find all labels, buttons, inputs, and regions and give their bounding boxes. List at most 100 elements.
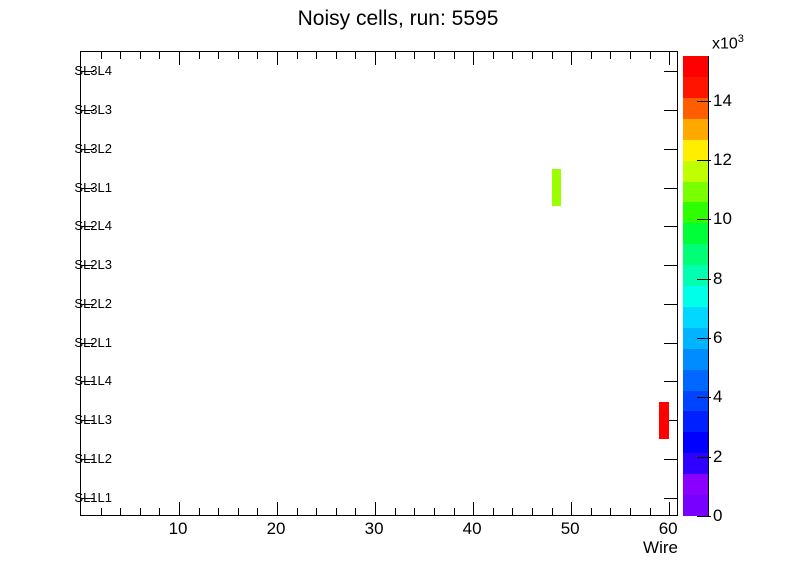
colorbar-exponent-base: x10 [712, 35, 738, 53]
y-axis-tick [81, 381, 94, 383]
y-axis-label-sl2l2: SL2L2 [74, 295, 112, 311]
colorbar-band [683, 390, 709, 412]
x-axis-tick-top [296, 52, 298, 59]
y-axis-tick [81, 71, 94, 73]
x-axis-tick-minor [394, 508, 396, 515]
x-axis-tick-minor [218, 508, 220, 515]
colorbar-band [683, 411, 709, 433]
y-axis-tick [81, 265, 94, 267]
x-axis-tick-top [492, 52, 494, 59]
plot-frame [80, 51, 678, 516]
y-axis-tick [81, 342, 94, 344]
y-axis-label-sl1l2: SL1L2 [74, 450, 112, 466]
y-axis-tick [81, 110, 94, 112]
x-axis-tick-major [277, 502, 279, 515]
colorbar-band [683, 160, 709, 182]
colorbar-band [683, 286, 709, 307]
x-axis-tick-major [669, 502, 671, 515]
x-axis-tick-top [218, 52, 220, 59]
y-axis-label-sl2l1: SL2L1 [74, 334, 112, 350]
x-axis-tick-top [649, 52, 651, 59]
x-axis-tick-top [179, 52, 181, 65]
x-axis-tick-top [473, 52, 475, 65]
y-axis-tick-mirror [664, 303, 677, 305]
y-axis-tick-mirror [664, 342, 677, 344]
colorbar-band [683, 369, 709, 391]
x-axis-tick-minor [414, 508, 416, 515]
x-axis-tick-minor [237, 508, 239, 515]
y-axis-tick-mirror [664, 187, 677, 189]
x-axis-tick-top [512, 52, 514, 59]
x-axis-tick-top [100, 52, 102, 59]
colorbar-band [683, 97, 709, 119]
x-axis-tick-top [551, 52, 553, 59]
x-axis-tick-top [335, 52, 337, 59]
x-axis-tick-minor [100, 508, 102, 515]
x-axis-tick-major [473, 502, 475, 515]
y-axis-tick [81, 458, 94, 460]
y-axis-tick [81, 187, 94, 189]
colorbar-band [683, 474, 709, 496]
y-axis-tick-mirror [664, 458, 677, 460]
colorbar-label-14: 14 [713, 90, 732, 110]
x-axis-label-40: 40 [462, 519, 482, 538]
x-axis-tick-top [198, 52, 200, 59]
colorbar-label-12: 12 [713, 149, 732, 169]
x-axis-tick-top [237, 52, 239, 59]
colorbar-label-6: 6 [713, 327, 723, 347]
x-axis-tick-minor [120, 508, 122, 515]
x-axis-title: Wire [643, 538, 678, 557]
y-axis-tick-mirror [664, 420, 677, 422]
y-axis-label-sl3l1: SL3L1 [74, 179, 112, 195]
colorbar-band [683, 348, 709, 370]
x-axis-tick-top [414, 52, 416, 59]
x-axis-tick-top [629, 52, 631, 59]
y-axis-label-sl1l4: SL1L4 [74, 373, 112, 389]
colorbar-tick [697, 278, 711, 280]
x-axis-tick-top [590, 52, 592, 59]
colorbar-band [683, 306, 709, 328]
x-axis-tick-major [571, 502, 573, 515]
x-axis-tick-minor [531, 508, 533, 515]
x-axis-tick-top [394, 52, 396, 59]
x-axis-tick-top [355, 52, 357, 59]
colorbar-band [683, 265, 709, 287]
x-axis-tick-minor [355, 508, 357, 515]
colorbar-tick [697, 397, 711, 399]
x-axis-tick-minor [551, 508, 553, 515]
colorbar-band [683, 453, 709, 475]
x-axis-tick-major [375, 502, 377, 515]
y-axis-tick [81, 148, 94, 150]
x-axis-tick-minor [335, 508, 337, 515]
x-axis-label-20: 20 [266, 519, 286, 538]
page-title: Noisy cells, run: 5595 [297, 7, 499, 30]
x-axis-tick-minor [159, 508, 161, 515]
x-axis-tick-top [159, 52, 161, 59]
colorbar-tick [697, 100, 711, 102]
colorbar-band [683, 118, 709, 140]
x-axis-tick-top [120, 52, 122, 59]
x-axis-tick-top [571, 52, 573, 65]
y-axis-label-sl2l3: SL2L3 [74, 257, 112, 273]
x-axis-tick-minor [296, 508, 298, 515]
x-axis-tick-top [610, 52, 612, 59]
colorbar-band [683, 181, 709, 203]
y-axis-label-sl1l1: SL1L1 [74, 489, 112, 505]
x-axis-tick-minor [139, 508, 141, 515]
x-axis-tick-top [433, 52, 435, 59]
x-axis-tick-top [453, 52, 455, 59]
colorbar-band [683, 202, 709, 224]
x-axis-label-10: 10 [168, 519, 188, 538]
y-axis-label-sl3l2: SL3L2 [74, 140, 112, 156]
x-axis-tick-top [257, 52, 259, 59]
y-axis-tick [81, 226, 94, 228]
colorbar-tick [697, 456, 711, 458]
x-axis-tick-minor [610, 508, 612, 515]
colorbar-band [683, 244, 709, 266]
colorbar-band [683, 495, 709, 516]
colorbar-band [683, 56, 709, 77]
x-axis-tick-minor [629, 508, 631, 515]
x-axis-tick-minor [433, 508, 435, 515]
x-axis-tick-top [669, 52, 671, 65]
